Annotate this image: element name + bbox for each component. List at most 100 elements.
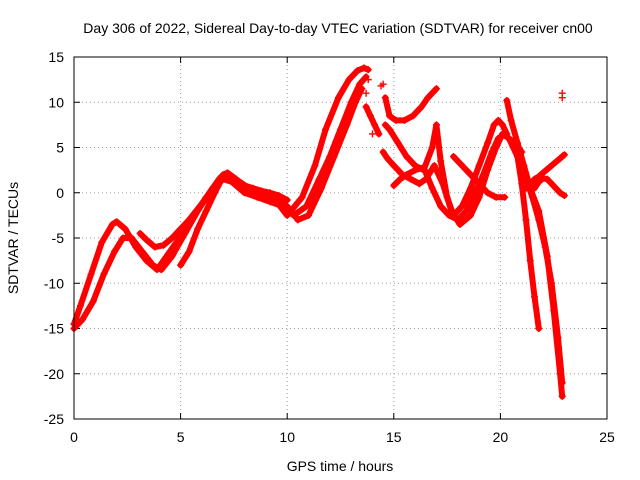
track-11-point bbox=[541, 243, 549, 251]
track-13-point bbox=[531, 175, 539, 183]
track-11-point bbox=[554, 334, 562, 342]
x-tick-label: 0 bbox=[70, 429, 78, 445]
track-1-point bbox=[76, 302, 84, 310]
track-11-point bbox=[528, 193, 536, 201]
track-5-point bbox=[390, 162, 398, 170]
track-2-point bbox=[128, 234, 136, 242]
track-11-point bbox=[535, 216, 543, 224]
track-2-line bbox=[71, 73, 370, 332]
track-10-point bbox=[503, 96, 511, 104]
track-4-point bbox=[206, 189, 214, 197]
track-8-point bbox=[375, 130, 383, 138]
track-14-point bbox=[543, 175, 551, 183]
track-12-point bbox=[522, 216, 530, 224]
track-5-point bbox=[475, 193, 483, 201]
track-7-point bbox=[381, 94, 389, 102]
track-5-point bbox=[430, 162, 438, 170]
track-9-point bbox=[428, 184, 436, 192]
track-16-point bbox=[241, 182, 249, 190]
track-1-point bbox=[360, 64, 368, 72]
track-5-point bbox=[379, 148, 387, 156]
track-7-point bbox=[428, 89, 436, 97]
track-10-point bbox=[558, 392, 566, 400]
track-3-point bbox=[317, 184, 325, 192]
x-tick-label: 5 bbox=[177, 429, 185, 445]
track-7-point bbox=[392, 116, 400, 124]
track-14-point bbox=[548, 180, 556, 188]
isolated-point bbox=[364, 76, 372, 84]
track-6-point bbox=[394, 139, 402, 147]
track-12-point bbox=[518, 180, 526, 188]
track-13-point bbox=[560, 151, 568, 159]
track-3-point bbox=[294, 216, 302, 224]
track-3-point bbox=[185, 248, 193, 256]
track-6-point bbox=[386, 125, 394, 133]
track-3-point bbox=[177, 261, 185, 269]
track-4-point bbox=[142, 236, 150, 244]
track-14-point bbox=[539, 174, 547, 182]
y-tick-label: 15 bbox=[48, 49, 64, 65]
track-2-point bbox=[79, 315, 87, 323]
track-9-point bbox=[479, 171, 487, 179]
track-3-point bbox=[202, 207, 210, 215]
track-13-point bbox=[543, 165, 551, 173]
x-tick-label: 15 bbox=[386, 429, 402, 445]
track-1-point bbox=[354, 67, 362, 75]
track-5-point bbox=[415, 180, 423, 188]
track-6-point bbox=[458, 202, 466, 210]
track-1-line bbox=[71, 64, 372, 327]
track-14-point bbox=[535, 178, 543, 186]
track-4-point bbox=[177, 225, 185, 233]
track-16-point bbox=[249, 184, 257, 192]
track-1-point bbox=[113, 218, 121, 226]
track-4-point bbox=[185, 216, 193, 224]
isolated-point bbox=[379, 80, 387, 88]
track-2-point bbox=[168, 252, 176, 260]
track-2-point bbox=[157, 266, 165, 274]
track-3-line bbox=[177, 85, 365, 269]
track-6-point bbox=[428, 144, 436, 151]
y-tick-label: -5 bbox=[52, 230, 65, 246]
track-3-point bbox=[194, 225, 202, 233]
track-6-point bbox=[432, 121, 440, 129]
track-8-point bbox=[362, 103, 370, 111]
y-tick-label: -20 bbox=[44, 366, 64, 382]
track-9-point bbox=[454, 216, 462, 224]
track-2-point bbox=[89, 297, 97, 305]
track-16-point bbox=[258, 187, 266, 195]
isolated-point bbox=[558, 89, 566, 97]
track-7-point bbox=[409, 112, 417, 120]
track-13-point bbox=[556, 154, 564, 162]
y-axis-label: SDTVAR / TECUs bbox=[5, 182, 21, 294]
track-15-point bbox=[492, 193, 500, 201]
track-2-point bbox=[119, 234, 127, 242]
track-5-point bbox=[383, 154, 391, 162]
tick-layer: 0 5 10 15 20 25 -25 -20 -15 -10 -5 0 5 10 15 bbox=[44, 49, 615, 445]
track-12-line bbox=[514, 153, 542, 332]
track-1-point bbox=[364, 66, 372, 74]
x-tick-label: 10 bbox=[279, 429, 295, 445]
track-9-point bbox=[390, 182, 398, 190]
track-4-point bbox=[196, 202, 204, 210]
track-9-point bbox=[403, 171, 411, 179]
track-4-point bbox=[136, 229, 144, 237]
track-1-point bbox=[121, 225, 129, 233]
track-6-point bbox=[484, 139, 492, 147]
track-7-point bbox=[386, 112, 394, 120]
track-9-point bbox=[420, 163, 428, 171]
track-6-point bbox=[499, 121, 507, 129]
track-2-point bbox=[111, 248, 119, 256]
track-7-point bbox=[432, 85, 440, 93]
track-2-point bbox=[302, 202, 310, 210]
track-6-point bbox=[494, 116, 502, 124]
track-9-point bbox=[488, 148, 496, 156]
track-3-point bbox=[283, 202, 291, 210]
track-3-point bbox=[358, 85, 366, 93]
track-6-point bbox=[467, 184, 475, 192]
track-15-point bbox=[458, 162, 466, 170]
track-6-point bbox=[403, 153, 411, 161]
track-5-point bbox=[407, 175, 415, 183]
track-3-point bbox=[343, 121, 351, 129]
plot-frame bbox=[73, 56, 608, 420]
